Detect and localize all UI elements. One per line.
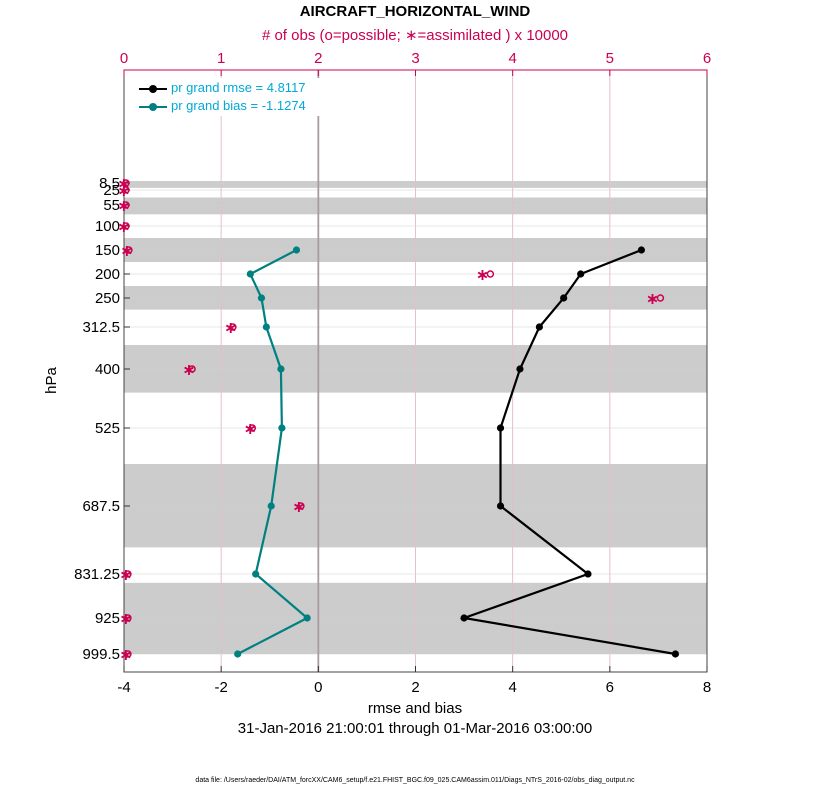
series-point-bias	[278, 424, 286, 432]
y-tick-label: 525	[95, 420, 120, 437]
y-tick-label: 925	[95, 610, 120, 627]
obs-assimilated-marker: ∗	[292, 497, 305, 516]
legend-label-bias: pr grand bias = -1.1274	[171, 98, 306, 113]
y-tick-label: 150	[95, 242, 120, 259]
y-tick-label: 100	[95, 218, 120, 235]
top-axis-label: # of obs (o=possible; ∗=assimilated ) x …	[261, 27, 569, 44]
y-tick-label: 831.25	[74, 566, 120, 583]
series-point-bias	[246, 270, 254, 278]
series-point-rmse	[584, 570, 592, 578]
data-file-footer: data file: /Users/raeder/DAI/ATM_forcXX/…	[195, 777, 635, 784]
x-top-tick-label: 6	[703, 50, 711, 67]
series-point-bias	[267, 502, 275, 510]
x-bottom-tick-label: -2	[214, 679, 227, 696]
series-point-rmse	[637, 246, 646, 254]
legend-marker-rmse	[149, 85, 157, 93]
obs-assimilated-marker: ∗	[119, 565, 132, 584]
obs-assimilated-marker: ∗	[244, 419, 257, 438]
y-tick-label: 200	[95, 266, 120, 283]
y-tick-label: 55	[103, 197, 120, 214]
x-top-tick-label: 4	[508, 50, 516, 67]
series-point-rmse	[671, 650, 680, 658]
x-bottom-tick-label: 4	[508, 679, 516, 696]
series-point-rmse	[560, 294, 568, 302]
obs-possible-marker	[122, 222, 130, 230]
obs-assimilated-marker: ∗	[119, 645, 132, 664]
obs-assimilated-marker: ∗	[119, 609, 132, 628]
series-line-bias	[237, 249, 310, 655]
y-tick-label: 687.5	[82, 498, 120, 515]
series-point-rmse	[496, 424, 505, 432]
obs-possible-marker	[297, 502, 305, 510]
chart-title: AIRCRAFT_HORIZONTAL_WIND	[299, 3, 531, 20]
x-top-tick-label: 1	[217, 50, 225, 67]
legend-item-bias: pr grand bias = -1.1274	[133, 98, 333, 116]
obs-assimilated-marker: ∗	[476, 265, 489, 284]
legend-item-rmse: pr grand rmse = 4.8117	[133, 80, 333, 98]
x-axis-label: rmse and bias	[367, 700, 463, 717]
series-point-bias	[292, 246, 301, 254]
y-tick-label: 250	[95, 290, 120, 307]
obs-assimilated-marker: ∗	[117, 174, 130, 193]
x-bottom-tick-label: 6	[606, 679, 614, 696]
series-point-rmse	[516, 365, 524, 373]
series-point-bias	[252, 570, 260, 578]
obs-assimilated-marker: ∗	[117, 217, 130, 236]
x-top-tick-label: 2	[314, 50, 322, 67]
series-point-bias	[303, 614, 311, 622]
obs-possible-marker	[124, 650, 132, 658]
obs-possible-marker	[122, 186, 130, 194]
series-line-rmse	[459, 248, 676, 656]
obs-possible-marker	[124, 614, 132, 622]
obs-assimilated-marker: ∗	[120, 241, 133, 260]
obs-assimilated-marker: ∗	[182, 360, 195, 379]
series-point-rmse	[496, 502, 505, 510]
obs-possible-marker	[125, 246, 133, 254]
series-point-bias	[277, 365, 285, 373]
series-layer	[234, 246, 680, 658]
y-tick-label: 312.5	[82, 319, 120, 336]
obs-possible-marker	[124, 570, 132, 578]
series-point-bias	[234, 650, 242, 658]
legend-label-rmse: pr grand rmse = 4.8117	[171, 80, 306, 95]
obs-possible-marker	[486, 270, 495, 278]
y-tick-label: 400	[95, 361, 120, 378]
x-top-tick-label: 3	[411, 50, 419, 67]
date-range: 31-Jan-2016 21:00:01 through 01-Mar-2016…	[237, 720, 593, 737]
series-point-rmse	[577, 270, 585, 278]
y-tick-label: 8.5	[99, 175, 120, 192]
y-tick-label: 25	[103, 182, 120, 199]
obs-assimilated-marker: ∗	[117, 196, 130, 215]
y-tick-label: 999.5	[82, 646, 120, 663]
series-point-bias	[262, 323, 270, 331]
series-point-rmse	[460, 614, 468, 622]
x-bottom-tick-label: -4	[117, 679, 130, 696]
x-bottom-tick-label: 8	[703, 679, 711, 696]
series-point-bias	[257, 294, 266, 302]
x-bottom-tick-label: 2	[411, 679, 419, 696]
obs-possible-marker	[122, 201, 130, 209]
obs-layer: ∗∗∗∗∗∗∗∗∗∗∗∗∗∗	[117, 174, 665, 664]
legend: pr grand rmse = 4.8117 pr grand bias = -…	[133, 78, 333, 116]
x-top-tick-label: 0	[120, 50, 128, 67]
obs-assimilated-marker: ∗	[117, 181, 130, 200]
x-bottom-tick-label: 0	[314, 679, 322, 696]
series-point-rmse	[535, 323, 543, 331]
obs-assimilated-marker: ∗	[224, 318, 237, 337]
obs-possible-marker	[188, 365, 196, 373]
x-top-tick-label: 5	[606, 50, 614, 67]
obs-possible-marker	[248, 424, 257, 432]
obs-possible-marker	[122, 179, 130, 187]
legend-marker-bias	[149, 103, 157, 111]
obs-possible-marker	[656, 294, 665, 302]
y-axis-label: hPa	[42, 367, 60, 394]
obs-possible-marker	[229, 323, 237, 331]
obs-assimilated-marker: ∗	[646, 289, 659, 308]
